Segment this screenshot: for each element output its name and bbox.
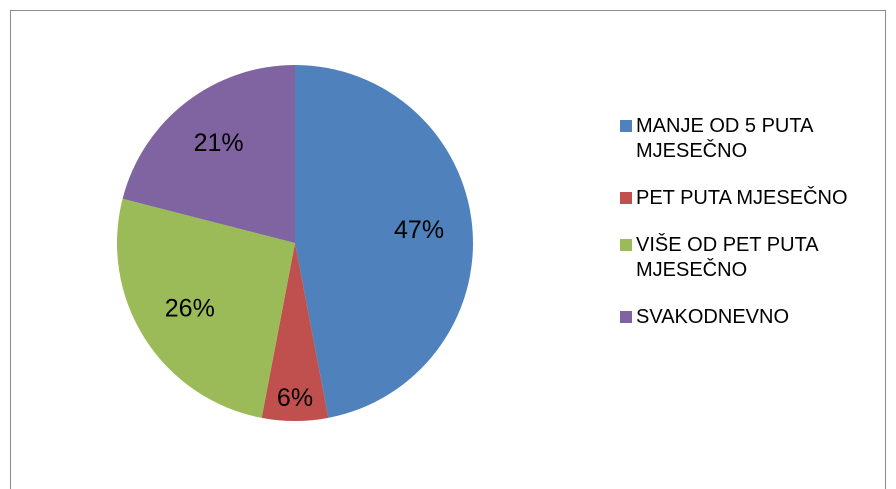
legend-entry: PET PUTA MJESEČNO — [620, 186, 850, 211]
legend-swatch — [620, 192, 632, 204]
data-label: 26% — [165, 294, 215, 322]
legend-label: PET PUTA MJESEČNO — [636, 187, 848, 209]
legend-entry: MANJE OD 5 PUTA MJESEČNO — [620, 114, 850, 164]
pie-slice — [295, 65, 473, 418]
pie-slice — [122, 65, 295, 243]
legend-label: VIŠE OD PET PUTA MJESEČNO — [636, 234, 818, 281]
data-label: 6% — [277, 384, 313, 412]
legend-swatch — [620, 239, 632, 251]
legend-swatch — [620, 120, 632, 132]
legend: MANJE OD 5 PUTA MJESEČNO PET PUTA MJESEČN… — [620, 114, 850, 352]
legend-label: SVAKODNEVNO — [636, 306, 789, 328]
pie-slice — [261, 243, 329, 422]
pie-slice — [117, 198, 295, 418]
legend-entry: SVAKODNEVNO — [620, 305, 850, 330]
chart-frame — [10, 10, 886, 489]
legend-label: MANJE OD 5 PUTA MJESEČNO — [636, 115, 813, 162]
data-label: 21% — [194, 129, 244, 157]
data-label: 47% — [394, 216, 444, 244]
legend-entry: VIŠE OD PET PUTA MJESEČNO — [620, 233, 850, 283]
legend-swatch — [620, 311, 632, 323]
